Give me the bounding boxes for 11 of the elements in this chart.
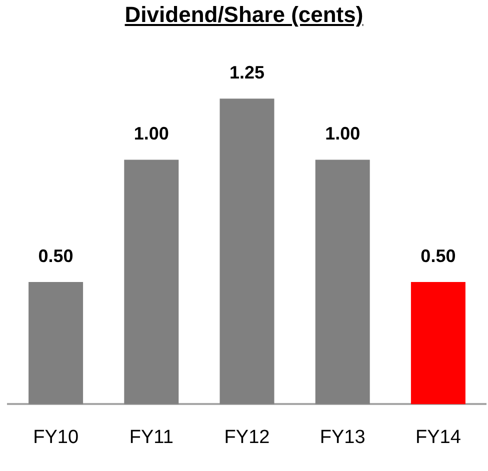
chart-title: Dividend/Share (cents) [124, 2, 364, 28]
data-label: 0.50 [38, 246, 74, 266]
x-tick-label: FY13 [320, 426, 366, 448]
x-tick-label: FY11 [129, 426, 174, 448]
data-label: 0.50 [420, 246, 456, 266]
x-tick-label: FY10 [33, 426, 79, 448]
x-tick-label: FY14 [415, 426, 462, 448]
data-label: 1.00 [134, 124, 169, 144]
data-label: 1.00 [325, 124, 360, 144]
data-label: 1.25 [229, 62, 265, 83]
x-tick-label: FY12 [224, 426, 270, 448]
